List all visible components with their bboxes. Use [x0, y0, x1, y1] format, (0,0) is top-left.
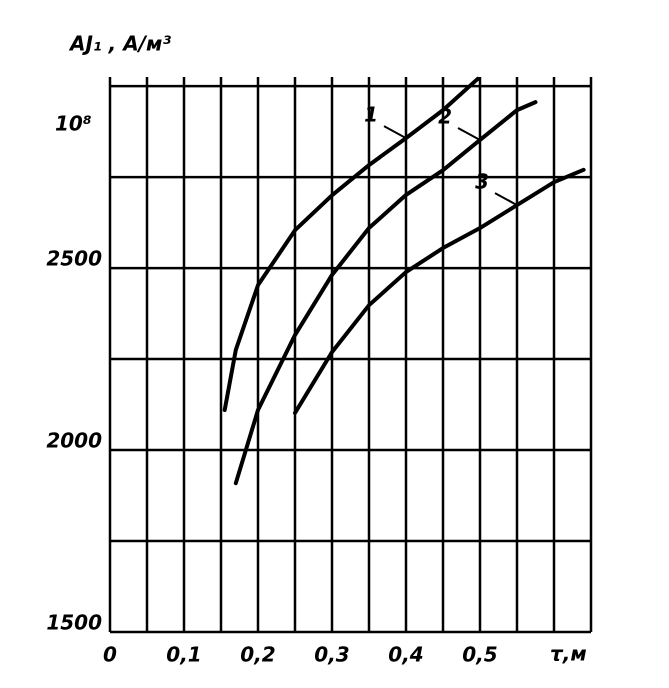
- x-tick-label: 0,5: [462, 643, 497, 667]
- y-tick-label: 2000: [46, 429, 102, 453]
- curve: [222, 76, 480, 412]
- x-tick-label: 0,2: [240, 643, 275, 667]
- series-label: 1: [364, 103, 378, 127]
- x-tick-label: 0,3: [314, 643, 349, 667]
- x-axis-label: τ,м: [550, 642, 587, 666]
- y-tick-label: 2500: [46, 247, 102, 271]
- y-axis-label: AJ₁ , A/м³: [68, 32, 171, 56]
- label-leader: [383, 125, 407, 140]
- label-leader: [457, 127, 481, 141]
- label-leader: [494, 192, 518, 206]
- curve: [293, 167, 586, 415]
- multiplier: 10⁸: [55, 112, 92, 136]
- x-tick-label: 0: [103, 643, 117, 667]
- series-label: 2: [438, 104, 452, 128]
- x-tick-label: 0,4: [388, 643, 423, 667]
- y-tick-label: 1500: [46, 611, 102, 635]
- x-tick-label: 0,1: [166, 643, 201, 667]
- curve: [233, 100, 538, 486]
- series-label: 3: [475, 170, 489, 194]
